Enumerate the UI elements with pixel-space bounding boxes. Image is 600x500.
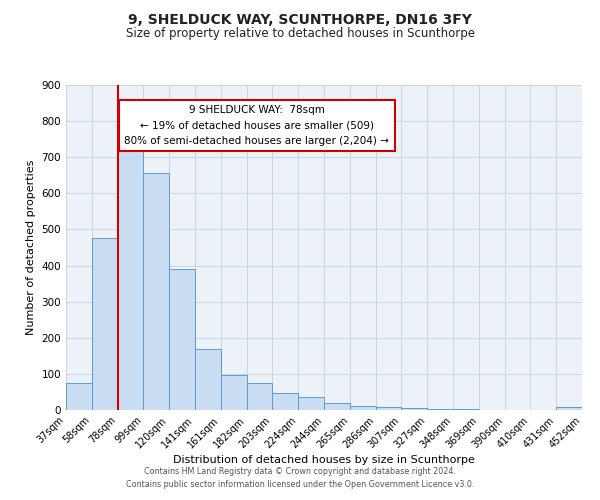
Bar — [272, 393, 298, 410]
Bar — [556, 408, 582, 410]
Bar — [195, 348, 221, 410]
Bar — [66, 383, 92, 410]
Bar — [298, 398, 324, 410]
Bar — [247, 383, 272, 410]
Bar — [92, 238, 118, 410]
Bar — [324, 403, 350, 410]
Bar — [401, 408, 427, 410]
Bar — [118, 144, 143, 410]
Y-axis label: Number of detached properties: Number of detached properties — [26, 160, 36, 335]
X-axis label: Distribution of detached houses by size in Scunthorpe: Distribution of detached houses by size … — [173, 456, 475, 466]
Bar — [350, 406, 376, 410]
Bar — [376, 408, 401, 410]
Bar — [221, 375, 247, 410]
Bar — [427, 409, 453, 410]
Bar — [143, 174, 169, 410]
Text: Contains HM Land Registry data © Crown copyright and database right 2024.: Contains HM Land Registry data © Crown c… — [144, 467, 456, 476]
Text: 9 SHELDUCK WAY:  78sqm
← 19% of detached houses are smaller (509)
80% of semi-de: 9 SHELDUCK WAY: 78sqm ← 19% of detached … — [124, 105, 389, 146]
Text: Contains public sector information licensed under the Open Government Licence v3: Contains public sector information licen… — [126, 480, 474, 489]
Text: 9, SHELDUCK WAY, SCUNTHORPE, DN16 3FY: 9, SHELDUCK WAY, SCUNTHORPE, DN16 3FY — [128, 12, 472, 26]
Text: Size of property relative to detached houses in Scunthorpe: Size of property relative to detached ho… — [125, 28, 475, 40]
Bar — [169, 269, 195, 410]
